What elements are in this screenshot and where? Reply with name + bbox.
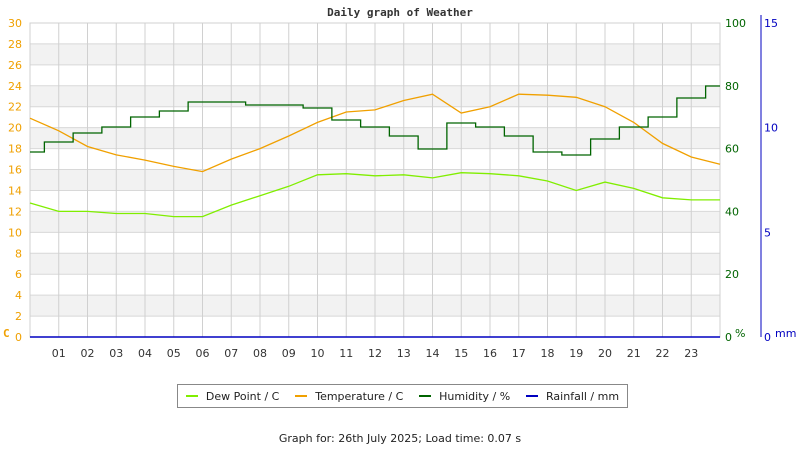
svg-text:08: 08 (253, 347, 267, 360)
chart-title: Daily graph of Weather (327, 6, 473, 19)
svg-text:%: % (735, 327, 745, 340)
rainfall-axis: 0 5 10 15 mm (760, 15, 796, 344)
svg-text:26: 26 (8, 59, 22, 72)
svg-text:60: 60 (725, 143, 739, 156)
svg-text:20: 20 (598, 347, 612, 360)
svg-text:05: 05 (167, 347, 181, 360)
svg-text:20: 20 (725, 268, 739, 281)
legend-item-dewpoint: Dew Point / C (185, 389, 280, 403)
svg-text:40: 40 (725, 205, 739, 218)
svg-text:4: 4 (15, 289, 22, 302)
humidity-axis: 0 20 40 60 80 100% (725, 17, 746, 344)
svg-text:24: 24 (8, 80, 22, 93)
dewpoint-swatch-icon (185, 395, 198, 397)
svg-text:13: 13 (397, 347, 411, 360)
temperature-swatch-icon (295, 395, 308, 397)
humidity-swatch-icon (419, 395, 432, 397)
chart-legend: Dew Point / C Temperature / C Humidity /… (177, 384, 628, 408)
svg-text:18: 18 (541, 347, 555, 360)
svg-text:2: 2 (15, 310, 22, 323)
svg-text:0: 0 (764, 331, 771, 344)
svg-text:16: 16 (8, 164, 22, 177)
svg-text:80: 80 (725, 80, 739, 93)
svg-text:11: 11 (339, 347, 353, 360)
rainfall-swatch-icon (526, 395, 539, 397)
svg-text:15: 15 (454, 347, 468, 360)
svg-text:10: 10 (764, 122, 778, 135)
humidity-line (30, 85, 720, 156)
legend-item-humidity: Humidity / % (419, 390, 510, 403)
legend-item-rainfall: Rainfall / mm (526, 390, 619, 403)
series-lines (29, 85, 721, 338)
legend-item-temperature: Temperature / C (295, 390, 403, 403)
svg-text:19: 19 (569, 347, 583, 360)
svg-text:18: 18 (8, 143, 22, 156)
svg-text:mm: mm (775, 327, 796, 340)
dew-point-cline (29, 172, 720, 218)
svg-text:28: 28 (8, 38, 22, 51)
svg-text:23: 23 (684, 347, 698, 360)
svg-text:22: 22 (8, 101, 22, 114)
legend-label: Humidity / % (439, 389, 511, 403)
svg-text:06: 06 (196, 347, 210, 360)
legend-label: Rainfall / mm (546, 389, 620, 403)
svg-text:15: 15 (764, 17, 778, 30)
svg-text:8: 8 (15, 247, 22, 260)
svg-text:09: 09 (282, 347, 296, 360)
svg-text:100: 100 (725, 17, 746, 30)
svg-text:30: 30 (8, 17, 22, 30)
svg-text:16: 16 (483, 347, 497, 360)
svg-text:14: 14 (426, 347, 440, 360)
legend-label: Dew Point / C (205, 389, 280, 403)
svg-text:12: 12 (368, 347, 382, 360)
svg-text:03: 03 (109, 347, 123, 360)
svg-text:5: 5 (764, 226, 771, 239)
svg-text:0: 0 (725, 331, 732, 344)
svg-text:04: 04 (138, 347, 152, 360)
svg-text:0: 0 (15, 331, 22, 344)
graph-footer: Graph for: 26th July 2025; Load time: 0.… (278, 432, 522, 445)
svg-text:6: 6 (15, 268, 22, 281)
svg-text:C: C (3, 327, 10, 340)
svg-text:10: 10 (8, 226, 22, 239)
svg-text:17: 17 (512, 347, 526, 360)
hour-axis: 01 02 03 04 05 06 07 08 09 10 11 12 13 14 15 16 17 18 19 20… (52, 347, 699, 360)
svg-text:14: 14 (8, 184, 22, 197)
svg-text:20: 20 (8, 122, 22, 135)
svg-text:07: 07 (224, 347, 238, 360)
legend-label: Temperature / C (315, 389, 404, 403)
temperature-cline (29, 93, 721, 173)
svg-text:12: 12 (8, 205, 22, 218)
svg-text:01: 01 (52, 347, 66, 360)
svg-text:02: 02 (81, 347, 95, 360)
svg-text:22: 22 (656, 347, 670, 360)
svg-text:21: 21 (627, 347, 641, 360)
svg-text:10: 10 (311, 347, 325, 360)
